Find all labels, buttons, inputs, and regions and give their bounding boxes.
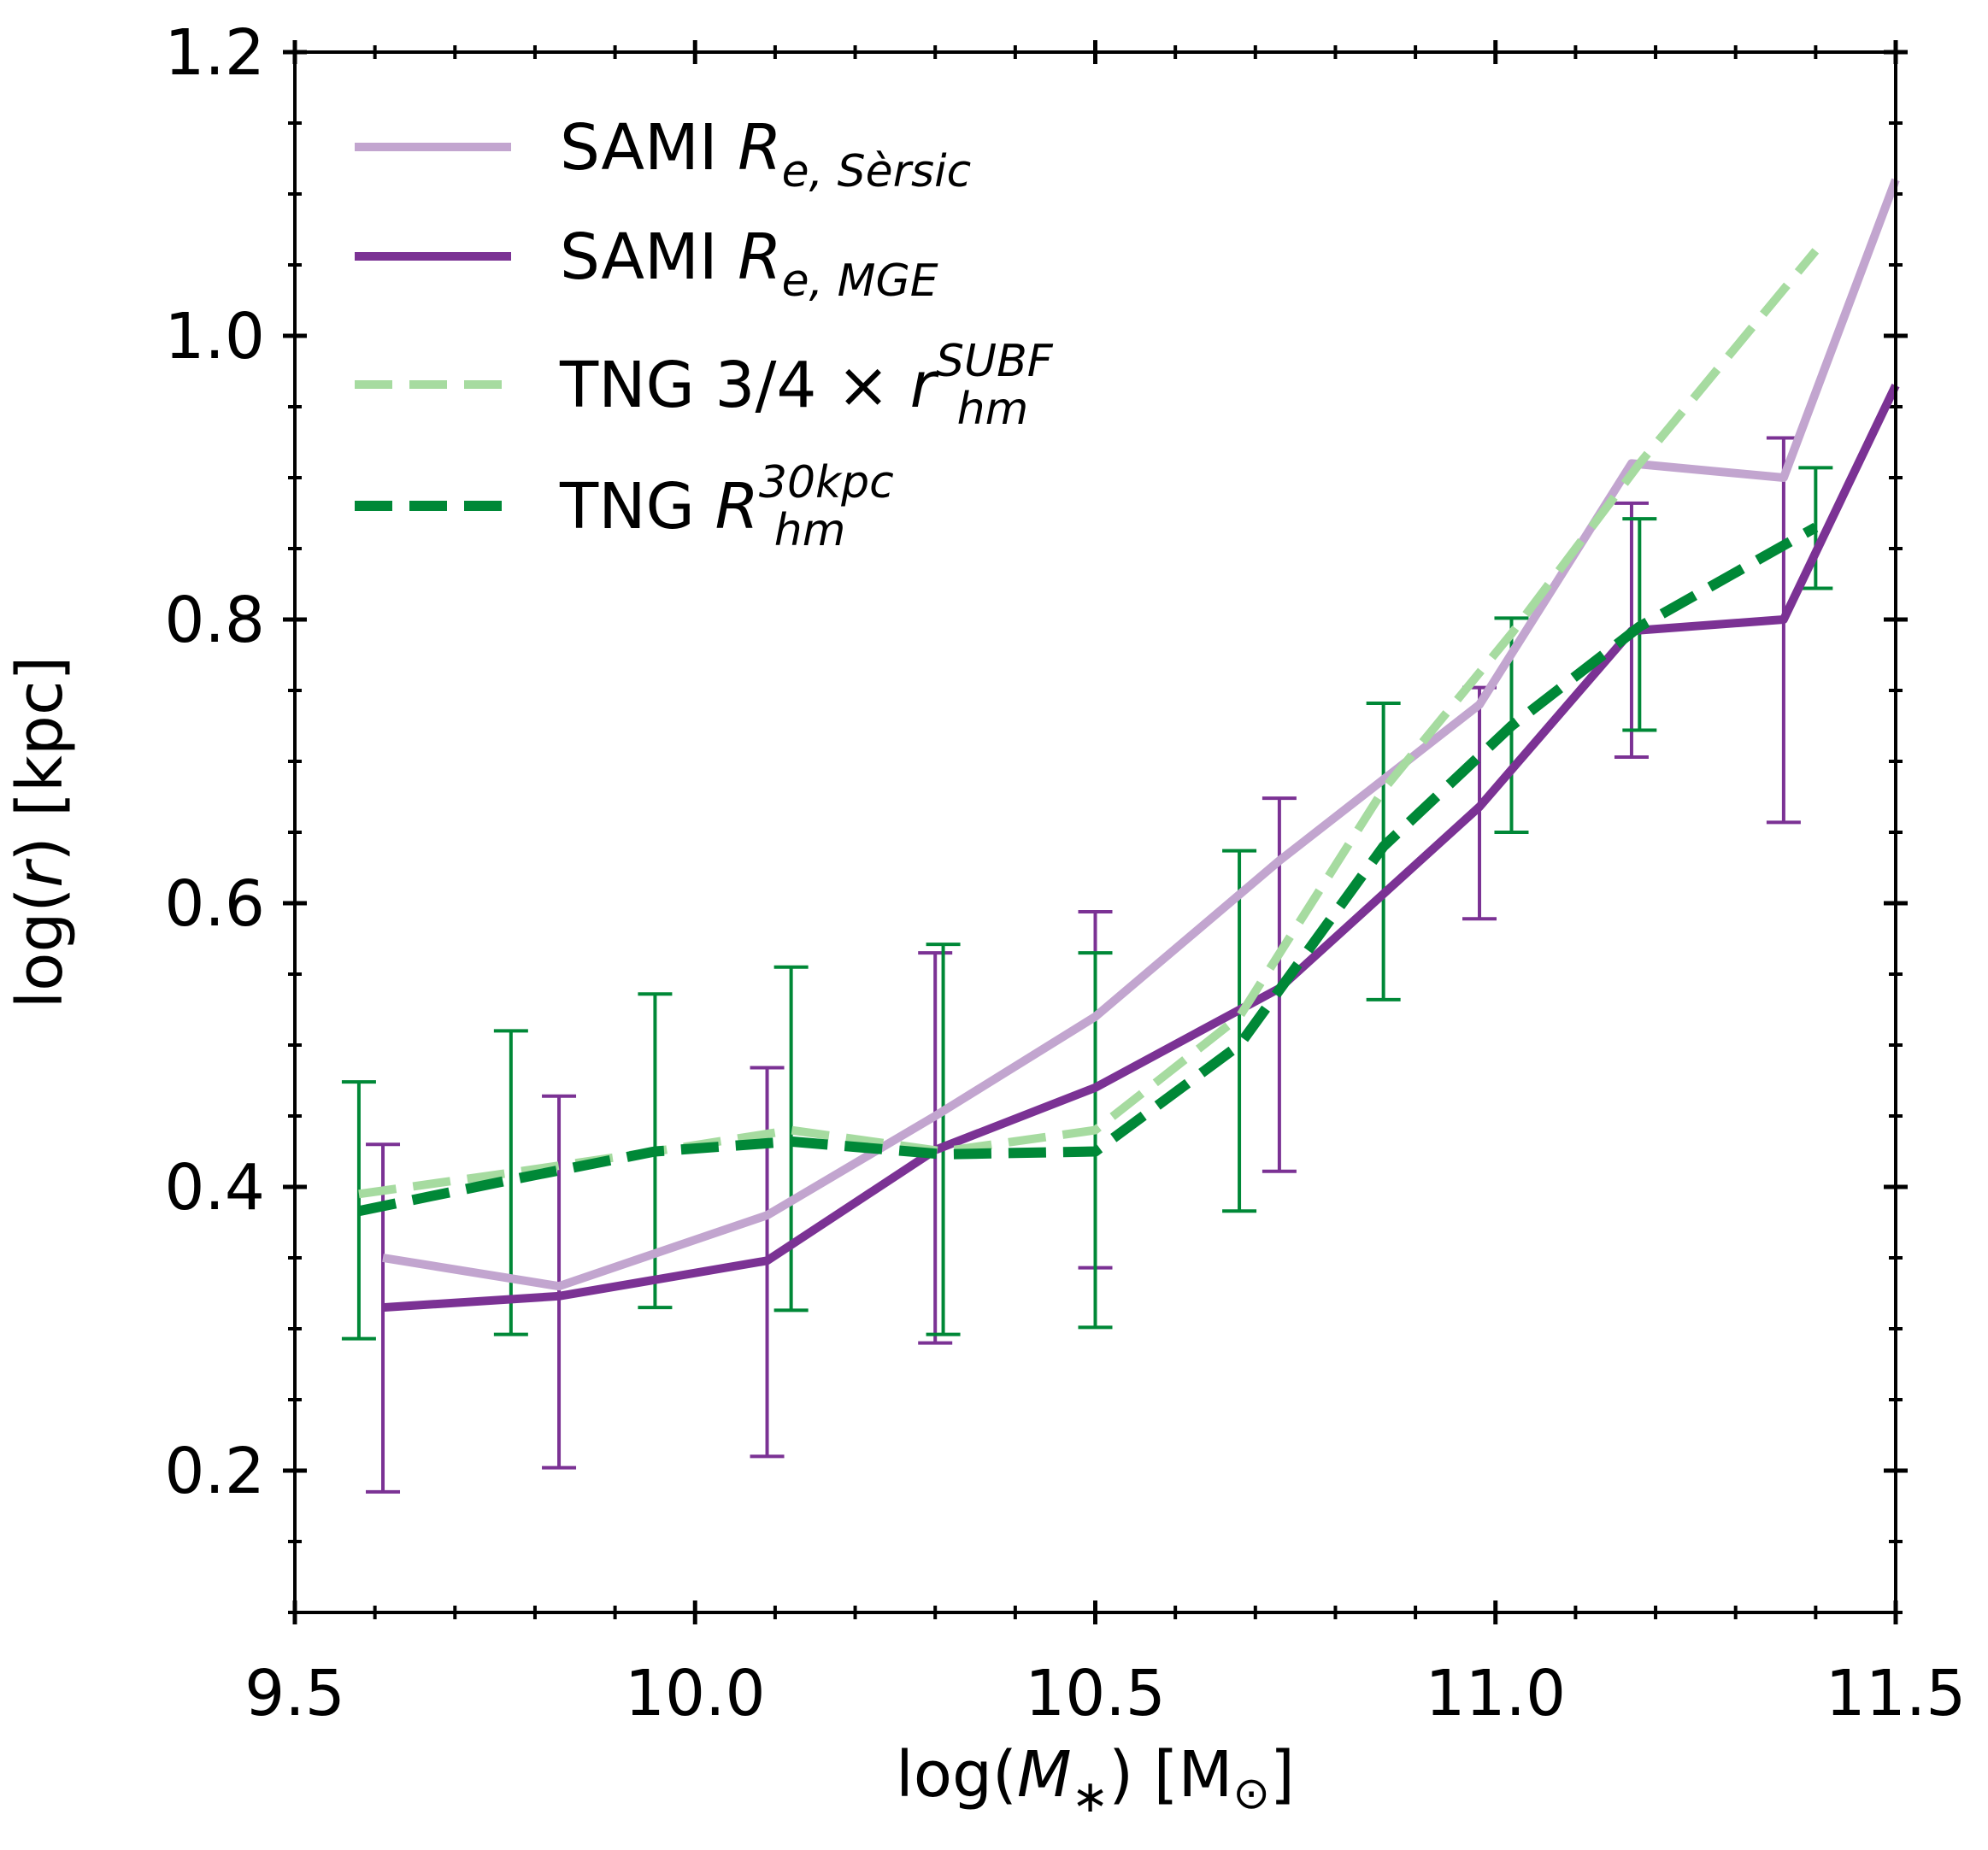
x-tick-label: 11.0 [1425,1657,1566,1730]
y-tick-label: 1.0 [164,300,265,373]
legend-label-sami_sersic: SAMI Re, Sèrsic [560,111,971,197]
legend: SAMI Re, Sèrsic SAMI Re, MGE TNG 3/4 × rSU… [355,111,1054,556]
y-tick-label: 0.4 [164,1151,265,1225]
legend-label-sami_mge: SAMI Re, MGE [560,220,938,307]
y-axis-label: log(r) [kpc] [3,656,77,1009]
y-tick-label: 0.2 [164,1435,265,1508]
x-tick-label: 10.5 [1025,1657,1166,1730]
series-line-sami_mge [382,383,1900,1313]
axis-ticks [283,40,1908,1624]
x-tick-label: 11.5 [1826,1657,1967,1730]
x-tick-label: 9.5 [244,1657,345,1730]
y-tick-label: 0.6 [164,867,265,941]
series-line-tng_30kpc [357,522,1819,1217]
x-axis-label: log(M∗) [M⊙] [896,1738,1295,1823]
y-tick-label: 0.8 [164,584,265,657]
x-tick-label: 10.0 [625,1657,766,1730]
series-line-sami_sersic [382,178,1900,1291]
series-lines [357,178,1900,1313]
tick-labels: 9.5 10.0 10.5 11.0 11.5 0.2 0.4 0.6 0.8 1.0 1.2 [164,16,1966,1730]
error-bars [341,436,1833,1494]
y-tick-label: 1.2 [164,16,265,90]
legend-label-tng_30kpc: TNG R30kpc hm [559,457,894,556]
legend-label-tng_subf: TNG 3/4 × rSUBF hm [559,336,1054,435]
plot-frame [293,50,1897,1614]
